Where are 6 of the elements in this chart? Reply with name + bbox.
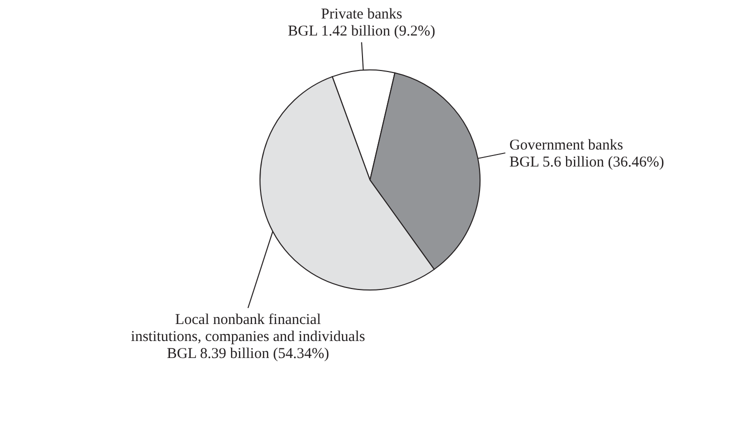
slice-label: Government banks	[509, 137, 624, 154]
slice-label: Local nonbank financial institutions, companies and individuals	[130, 312, 366, 345]
data-label: BGL 8.39 billion (54.34%)	[166, 346, 330, 362]
data-label: BGL 5.6 billion (36.46%)	[509, 154, 664, 170]
data-label: BGL 1.42 billion (9.2%)	[288, 23, 436, 40]
slice-label: Private banks	[320, 6, 402, 22]
